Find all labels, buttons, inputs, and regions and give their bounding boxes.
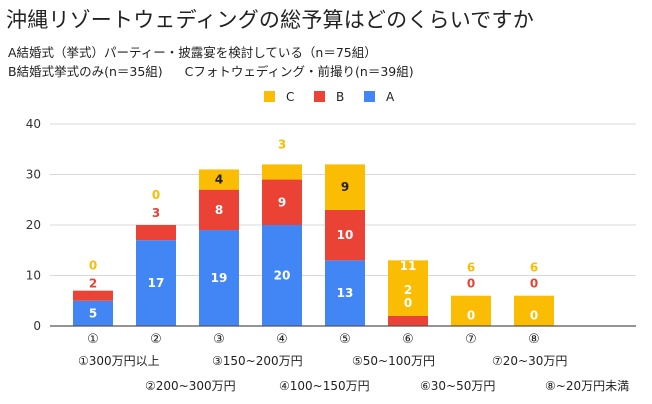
bar-c-6	[388, 260, 428, 316]
data-label-b-top-8: 0	[530, 277, 538, 291]
bar-b-3	[199, 189, 239, 231]
bar-c-7	[451, 295, 491, 326]
bar-b-5	[325, 209, 365, 261]
data-label-c-1: 0	[89, 259, 97, 273]
x-tick-label: ④	[276, 332, 288, 347]
bar-a-1	[73, 300, 113, 326]
x-tick-label: ⑦	[465, 332, 477, 347]
x-tick-label: ⑧	[528, 332, 540, 347]
legend-label-b: B	[336, 90, 344, 104]
data-label-b-2: 3	[152, 206, 160, 220]
bar-b-2	[136, 225, 176, 241]
bar-a-2	[136, 240, 176, 326]
data-label-b-5: 10	[337, 228, 354, 242]
data-label-b-8: 0	[530, 309, 538, 323]
legend-swatch-b	[314, 91, 325, 102]
data-label-a-5: 13	[337, 286, 354, 300]
data-label-a-2: 17	[148, 276, 165, 290]
bar-a-4	[262, 225, 302, 326]
bar-c-4	[262, 164, 302, 180]
data-label-b-3: 8	[215, 203, 223, 217]
bar-c-5	[325, 164, 365, 210]
category-legend-item: ②200~300万円	[145, 379, 236, 393]
data-label-a-3: 19	[211, 271, 228, 285]
data-label-c-4: 3	[278, 137, 286, 151]
subtitle-c: Cフォトウェディング・前撮り(n＝39組)	[184, 64, 414, 79]
bar-b-4	[262, 179, 302, 225]
y-tick-label: 0	[33, 319, 41, 333]
data-label-a-1: 5	[89, 306, 97, 320]
x-tick-label: ⑥	[402, 332, 414, 347]
x-tick-label: ①	[87, 332, 99, 347]
x-tick-label: ③	[213, 332, 225, 347]
bar-c-3	[199, 169, 239, 190]
category-legend-item: ⑥30~50万円	[420, 379, 496, 393]
category-legend-item: ⑧~20万円未満	[545, 379, 630, 393]
data-label-a-6: 0	[404, 296, 412, 310]
data-label-a-4: 20	[274, 269, 291, 283]
chart-title: 沖縄リゾートウェディングの総予算はどのくらいですか	[6, 8, 534, 32]
data-label-b-4: 9	[278, 195, 286, 209]
data-label-b-7: 0	[467, 309, 475, 323]
subtitle-a: A結婚式（挙式）パーティー・披露宴を検討している（n＝75組）	[8, 45, 377, 60]
x-tick-label: ②	[150, 332, 162, 347]
subtitle-b: B結婚式挙式のみ(n＝35組)	[8, 64, 163, 79]
bar-b-1	[73, 290, 113, 301]
bar-a-3	[199, 230, 239, 326]
y-tick-label: 30	[26, 168, 41, 182]
data-label-c-3: 4	[215, 173, 223, 187]
bar-b-6	[388, 315, 428, 326]
category-legend-item: ⑤50~100万円	[352, 354, 435, 368]
subtitle-bc: B結婚式挙式のみ(n＝35組) Cフォトウェディング・前撮り(n＝39組)	[8, 61, 414, 80]
legend-label-c: C	[286, 90, 294, 104]
data-label-c-8: 6	[530, 261, 538, 275]
data-label-c-2: 0	[152, 188, 160, 202]
data-label-c-5: 9	[341, 180, 349, 194]
data-label-b-6: 2	[404, 283, 412, 297]
y-tick-label: 20	[26, 218, 41, 232]
category-legend-item: ③150~200万円	[212, 354, 303, 368]
y-tick-label: 40	[26, 117, 41, 131]
category-legend-item: ①300万円以上	[78, 354, 160, 368]
category-legend-item: ④100~150万円	[279, 379, 370, 393]
legend-swatch-c	[264, 91, 275, 102]
bar-c-8	[514, 295, 554, 326]
y-tick-label: 10	[26, 269, 41, 283]
bar-a-5	[325, 260, 365, 326]
legend-label-a: A	[386, 90, 395, 104]
data-label-b-top-7: 0	[467, 277, 475, 291]
data-label-c-7: 6	[467, 261, 475, 275]
data-label-b-1: 2	[89, 277, 97, 291]
data-label-c-6: 11	[400, 259, 417, 273]
category-legend-item: ⑦20~30万円	[492, 354, 568, 368]
x-tick-label: ⑤	[339, 332, 351, 347]
legend-swatch-a	[364, 91, 375, 102]
